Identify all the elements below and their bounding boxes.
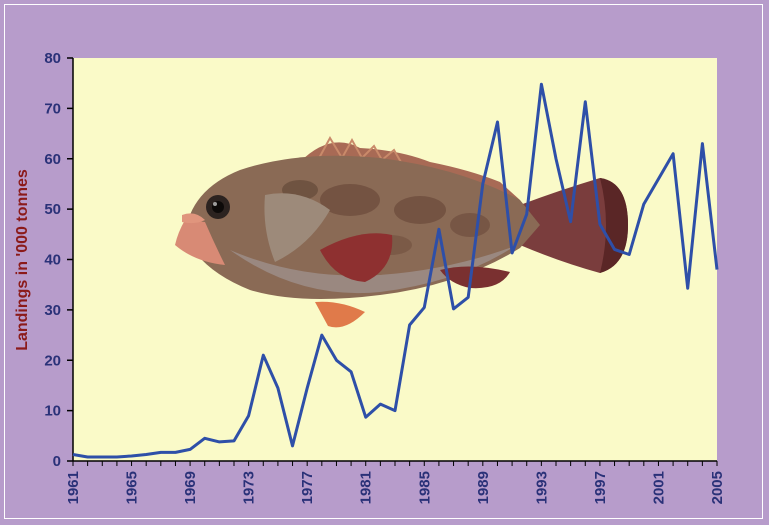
y-tick-label: 60 bbox=[44, 151, 61, 168]
x-tick-label: 1989 bbox=[475, 471, 492, 504]
x-tick-label: 1969 bbox=[182, 471, 199, 504]
x-tick-label: 1997 bbox=[592, 471, 609, 504]
y-tick-label: 10 bbox=[44, 403, 61, 420]
x-tick-label: 2005 bbox=[709, 471, 726, 504]
x-tick-label: 1981 bbox=[358, 471, 375, 504]
x-tick-label: 1961 bbox=[65, 471, 82, 504]
y-axis-label: Landings in '000 tonnes bbox=[14, 169, 31, 351]
x-tick-label: 1985 bbox=[416, 471, 433, 504]
y-tick-label: 50 bbox=[44, 201, 61, 218]
y-ticks: 0 10 20 30 40 50 60 70 80 bbox=[44, 50, 73, 470]
x-tick-label: 1965 bbox=[124, 471, 141, 504]
x-tick-label: 2001 bbox=[650, 471, 667, 504]
y-tick-label: 20 bbox=[44, 352, 61, 369]
y-tick-label: 80 bbox=[44, 50, 61, 67]
x-ticks: 1961 1965 1969 1973 1977 1981 1985 1989 1993 1997… bbox=[65, 461, 726, 504]
x-tick-label: 1973 bbox=[241, 471, 258, 504]
chart-frame bbox=[4, 4, 763, 519]
y-tick-label: 0 bbox=[53, 453, 61, 470]
y-tick-label: 40 bbox=[44, 252, 61, 269]
y-tick-label: 30 bbox=[44, 302, 61, 319]
grouper-fish-icon bbox=[175, 135, 628, 328]
x-tick-label: 1993 bbox=[533, 471, 550, 504]
series-line bbox=[72, 82, 719, 459]
y-tick-label: 70 bbox=[44, 100, 61, 117]
x-tick-label: 1977 bbox=[299, 471, 316, 504]
